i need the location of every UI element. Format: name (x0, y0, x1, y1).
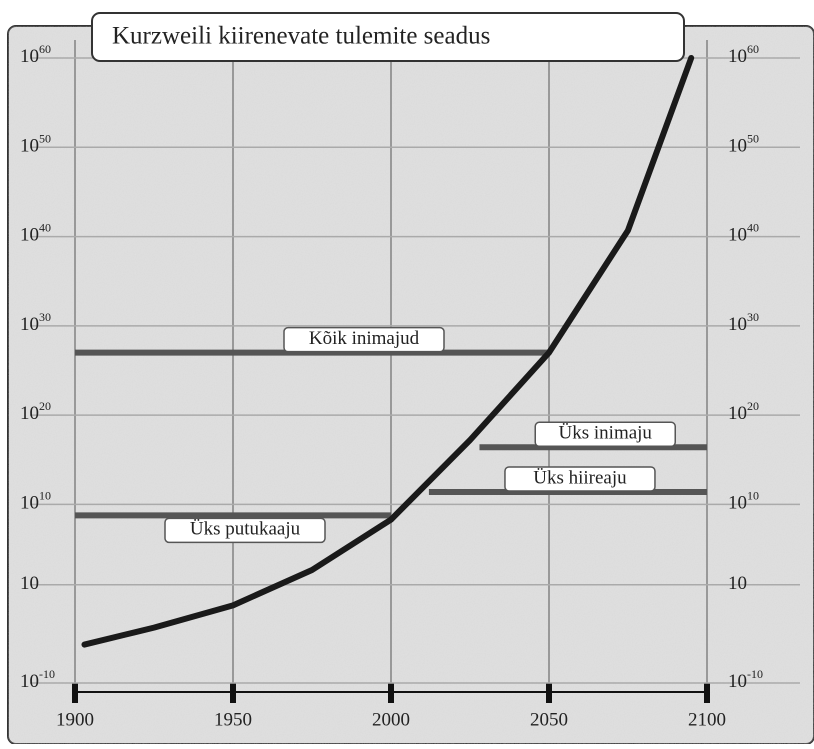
tick-exponent: 40 (747, 220, 759, 234)
level-label: Üks hiireaju (533, 467, 627, 488)
y-tick-label: 1050 (20, 131, 51, 157)
tick-base: 10 (728, 404, 747, 425)
tick-exponent: -10 (39, 667, 55, 681)
tick-base: 10 (20, 573, 39, 594)
level-label: Üks putukaaju (190, 519, 301, 540)
level-label: Üks inimaju (559, 423, 653, 444)
chart-title: Kurzweili kiirenevate tulemite seadus (112, 23, 490, 50)
y-tick-label: 1010 (728, 488, 759, 514)
x-tick-label: 2000 (372, 709, 410, 730)
level-label-box (504, 466, 656, 492)
tick-exponent: 10 (747, 488, 759, 502)
y-tick-label: 1040 (20, 220, 51, 246)
tick-exponent: 30 (39, 310, 51, 324)
y-tick-label: 10 (728, 573, 747, 594)
tick-base: 10 (20, 404, 39, 425)
tick-base: 10 (728, 314, 747, 335)
y-tick-label: 1060 (20, 42, 51, 68)
tick-base: 10 (20, 46, 39, 67)
tick-exponent: 30 (747, 310, 759, 324)
y-tick-label: 1010 (20, 488, 51, 514)
tick-base: 10 (728, 671, 747, 692)
tick-base: 10 (728, 136, 747, 157)
y-tick-label: 1020 (728, 399, 759, 425)
tick-base: 10 (20, 493, 39, 514)
growth-curve (81, 55, 695, 648)
x-tick-label: 2100 (688, 709, 726, 730)
y-tick-label: 1020 (20, 399, 51, 425)
x-tick-label: 1950 (214, 709, 252, 730)
tick-base: 10 (728, 225, 747, 246)
tick-exponent: 50 (747, 131, 759, 145)
tick-exponent: 20 (747, 399, 759, 413)
level-label-box (164, 517, 326, 544)
tick-exponent: 20 (39, 399, 51, 413)
tick-exponent: -10 (747, 667, 763, 681)
level-label: Kõik inimajud (309, 328, 420, 349)
y-tick-label: 10-10 (728, 667, 763, 693)
level-label-box (534, 421, 676, 448)
tick-base: 10 (728, 46, 747, 67)
texture (8, 26, 814, 744)
level-label-box (283, 326, 445, 353)
y-tick-label: 1030 (20, 310, 51, 336)
x-tick-label: 2050 (530, 709, 568, 730)
tick-base: 10 (20, 314, 39, 335)
y-tick-label: 1050 (728, 131, 759, 157)
tick-exponent: 50 (39, 131, 51, 145)
tick-base: 10 (728, 493, 747, 514)
y-tick-label: 10-10 (20, 667, 55, 693)
y-tick-label: 1030 (728, 310, 759, 336)
y-tick-label: 1060 (728, 42, 759, 68)
tick-exponent: 10 (39, 488, 51, 502)
tick-base: 10 (20, 671, 39, 692)
title-box (91, 12, 685, 62)
tick-base: 10 (20, 225, 39, 246)
tick-base: 10 (728, 573, 747, 594)
y-tick-label: 1040 (728, 220, 759, 246)
tick-exponent: 60 (39, 42, 51, 56)
y-tick-label: 10 (20, 573, 39, 594)
x-tick-label: 1900 (56, 709, 94, 730)
tick-exponent: 40 (39, 220, 51, 234)
tick-base: 10 (20, 136, 39, 157)
tick-exponent: 60 (747, 42, 759, 56)
